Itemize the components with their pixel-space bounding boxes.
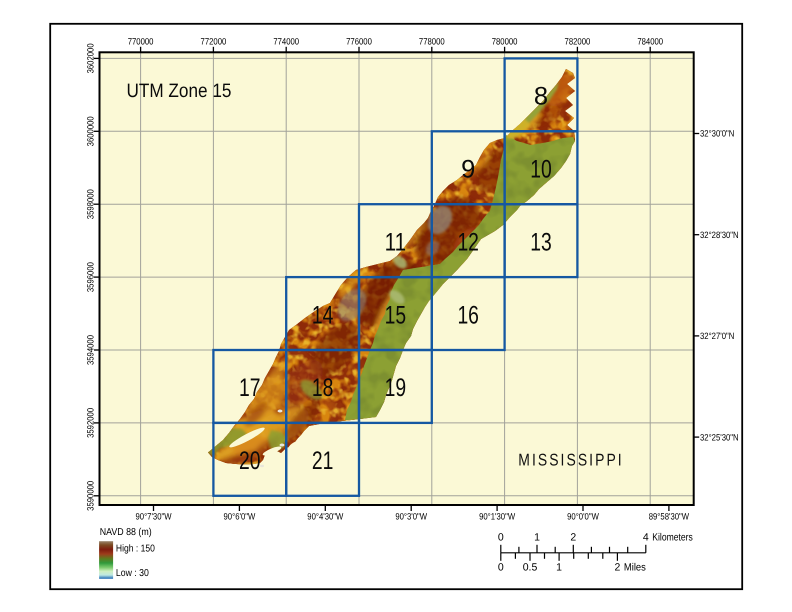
svg-text:782000: 782000 — [565, 37, 591, 47]
svg-text:9: 9 — [461, 156, 475, 184]
svg-text:Miles: Miles — [624, 561, 646, 573]
svg-text:784000: 784000 — [637, 37, 663, 47]
svg-text:UTM Zone 15: UTM Zone 15 — [127, 80, 232, 102]
svg-text:17: 17 — [239, 374, 261, 402]
svg-text:1: 1 — [534, 532, 540, 544]
svg-text:778000: 778000 — [419, 37, 445, 47]
svg-text:772000: 772000 — [201, 37, 227, 47]
svg-text:770000: 770000 — [128, 37, 154, 47]
svg-text:3590000: 3590000 — [86, 481, 96, 511]
svg-text:3600000: 3600000 — [86, 116, 96, 146]
svg-text:15: 15 — [385, 301, 407, 329]
svg-text:12: 12 — [457, 229, 479, 257]
svg-text:Low : 30: Low : 30 — [116, 568, 149, 579]
svg-text:16: 16 — [457, 301, 479, 329]
svg-text:10: 10 — [530, 156, 552, 184]
svg-text:32°27'0"N: 32°27'0"N — [700, 331, 734, 341]
svg-text:8: 8 — [534, 83, 548, 111]
svg-text:4: 4 — [643, 532, 649, 544]
svg-text:89°58'30"W: 89°58'30"W — [649, 512, 690, 522]
svg-text:32°30'0"N: 32°30'0"N — [700, 129, 734, 139]
svg-text:0: 0 — [498, 561, 504, 573]
svg-text:90°0'0"W: 90°0'0"W — [567, 512, 599, 522]
svg-text:MISSISSIPPI: MISSISSIPPI — [518, 450, 623, 469]
svg-text:3598000: 3598000 — [86, 189, 96, 219]
svg-text:0.5: 0.5 — [523, 561, 538, 573]
svg-text:11: 11 — [385, 229, 407, 257]
svg-text:2: 2 — [614, 561, 620, 573]
svg-text:3602000: 3602000 — [86, 43, 96, 73]
svg-text:0: 0 — [498, 532, 504, 544]
svg-text:90°6'0"W: 90°6'0"W — [224, 512, 256, 522]
svg-text:3594000: 3594000 — [86, 335, 96, 365]
svg-text:32°25'30"N: 32°25'30"N — [700, 432, 739, 442]
svg-text:32°28'30"N: 32°28'30"N — [700, 230, 739, 240]
svg-text:13: 13 — [530, 229, 552, 257]
svg-text:90°4'30"W: 90°4'30"W — [307, 512, 343, 522]
svg-text:14: 14 — [312, 301, 334, 329]
svg-text:NAVD 88 (m): NAVD 88 (m) — [100, 527, 152, 538]
svg-text:High : 150: High : 150 — [116, 544, 155, 555]
svg-text:90°1'30"W: 90°1'30"W — [479, 512, 515, 522]
svg-text:774000: 774000 — [273, 37, 299, 47]
svg-text:18: 18 — [312, 374, 334, 402]
svg-text:90°7'30"W: 90°7'30"W — [135, 512, 171, 522]
svg-text:2: 2 — [570, 532, 576, 544]
svg-text:19: 19 — [385, 374, 407, 402]
svg-text:21: 21 — [312, 447, 334, 475]
svg-text:780000: 780000 — [492, 37, 518, 47]
svg-text:3592000: 3592000 — [86, 408, 96, 438]
svg-text:20: 20 — [239, 447, 261, 475]
svg-text:1: 1 — [556, 561, 562, 573]
svg-text:3596000: 3596000 — [86, 262, 96, 292]
svg-text:Kilometers: Kilometers — [652, 532, 693, 544]
svg-text:90°3'0"W: 90°3'0"W — [395, 512, 427, 522]
svg-text:776000: 776000 — [346, 37, 372, 47]
